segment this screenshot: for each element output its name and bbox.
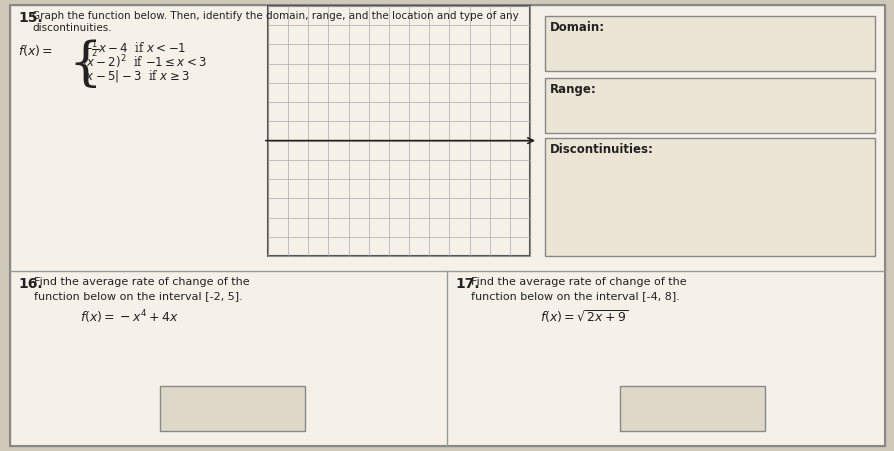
Text: function below on the interval [-2, 5].: function below on the interval [-2, 5]. <box>34 291 242 301</box>
Text: $f(x) =$: $f(x) =$ <box>18 43 53 58</box>
Text: Range:: Range: <box>550 83 596 96</box>
Text: $f(x) = \sqrt{2x+9}$: $f(x) = \sqrt{2x+9}$ <box>539 308 628 325</box>
Text: Find the average rate of change of the: Find the average rate of change of the <box>34 277 249 287</box>
Text: $-\frac{1}{2}x - 4$  if $x < -1$: $-\frac{1}{2}x - 4$ if $x < -1$ <box>82 38 186 60</box>
FancyBboxPatch shape <box>10 5 884 446</box>
Text: function below on the interval [-4, 8].: function below on the interval [-4, 8]. <box>470 291 679 301</box>
Text: Find the average rate of change of the: Find the average rate of change of the <box>470 277 686 287</box>
Text: Discontinuities:: Discontinuities: <box>550 143 654 156</box>
Text: 15.: 15. <box>18 11 43 25</box>
FancyBboxPatch shape <box>544 16 874 71</box>
Text: Graph the function below. Then, identify the domain, range, and the location and: Graph the function below. Then, identify… <box>32 11 519 21</box>
Text: $f(x) = -x^4 + 4x$: $f(x) = -x^4 + 4x$ <box>80 308 179 326</box>
FancyBboxPatch shape <box>544 78 874 133</box>
Text: {: { <box>68 39 102 90</box>
FancyBboxPatch shape <box>160 386 305 431</box>
Text: $|x-5|-3$  if $x \geq 3$: $|x-5|-3$ if $x \geq 3$ <box>82 68 190 84</box>
Text: 16.: 16. <box>18 277 43 291</box>
Text: discontinuities.: discontinuities. <box>32 23 112 33</box>
FancyBboxPatch shape <box>620 386 764 431</box>
FancyBboxPatch shape <box>544 138 874 256</box>
Text: 17.: 17. <box>454 277 479 291</box>
Text: Domain:: Domain: <box>550 21 604 34</box>
Text: $(x-2)^2$  if $-1 \leq x < 3$: $(x-2)^2$ if $-1 \leq x < 3$ <box>82 53 207 71</box>
